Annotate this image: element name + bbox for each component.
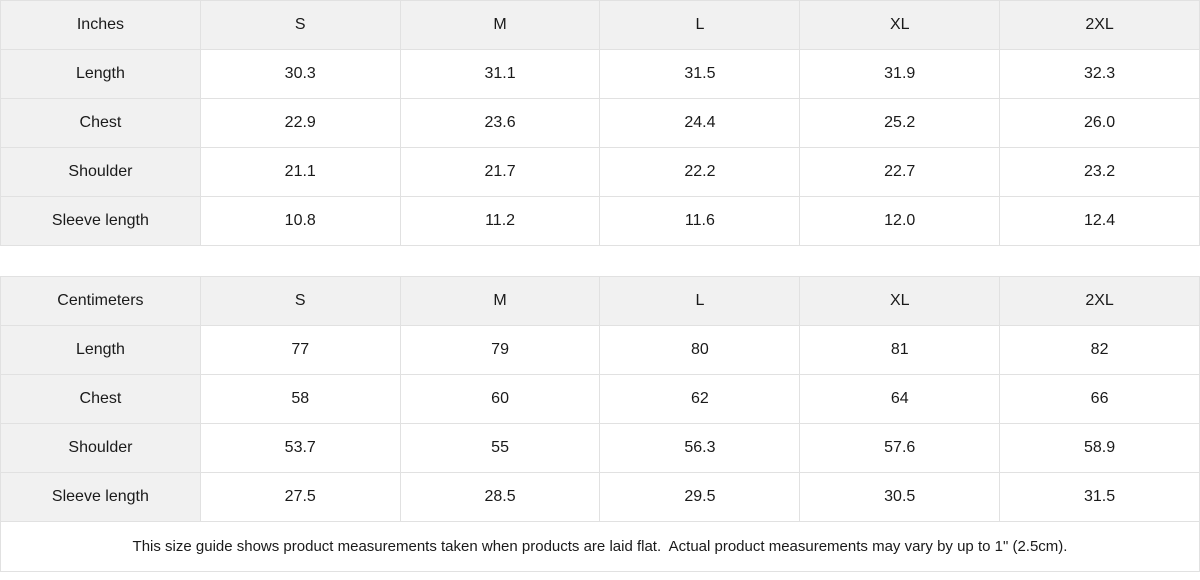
row-label: Shoulder xyxy=(0,147,201,197)
table-row: Sleeve length 27.5 28.5 29.5 30.5 31.5 xyxy=(0,472,1200,522)
size-value-cell: 77 xyxy=(199,325,401,375)
size-value-cell: 32.3 xyxy=(999,49,1200,99)
size-value-cell: 10.8 xyxy=(199,196,401,246)
size-column-header: XL xyxy=(799,0,1001,50)
size-table-header: Inches S M L XL 2XL xyxy=(0,0,1200,50)
unit-header: Centimeters xyxy=(0,276,201,326)
size-value-cell: 30.3 xyxy=(199,49,401,99)
size-value-cell: 60 xyxy=(399,374,601,424)
size-value-cell: 31.5 xyxy=(999,472,1200,522)
row-label: Chest xyxy=(0,98,201,148)
size-column-header: XL xyxy=(799,276,1001,326)
size-table-body: Length 30.3 31.1 31.5 31.9 32.3 Chest 22.9 23.6 2… xyxy=(0,49,1200,246)
table-row: Length 77 79 80 81 82 xyxy=(0,325,1200,375)
row-label: Length xyxy=(0,325,201,375)
size-value-cell: 64 xyxy=(799,374,1001,424)
table-row: Chest 22.9 23.6 24.4 25.2 26.0 xyxy=(0,98,1200,148)
size-value-cell: 21.7 xyxy=(399,147,601,197)
size-value-cell: 25.2 xyxy=(799,98,1001,148)
size-table-centimeters: Centimeters S M L XL 2XL Length 77 79 80 81 82 Ches… xyxy=(0,276,1200,522)
size-value-cell: 21.1 xyxy=(199,147,401,197)
size-value-cell: 82 xyxy=(999,325,1200,375)
table-row: Sleeve length 10.8 11.2 11.6 12.0 12.4 xyxy=(0,196,1200,246)
size-value-cell: 57.6 xyxy=(799,423,1001,473)
size-value-cell: 22.9 xyxy=(199,98,401,148)
row-label: Sleeve length xyxy=(0,196,201,246)
size-value-cell: 31.1 xyxy=(399,49,601,99)
table-gap xyxy=(0,246,1200,276)
size-value-cell: 12.0 xyxy=(799,196,1001,246)
size-value-cell: 23.6 xyxy=(399,98,601,148)
size-value-cell: 62 xyxy=(599,374,801,424)
size-value-cell: 30.5 xyxy=(799,472,1001,522)
size-value-cell: 31.9 xyxy=(799,49,1001,99)
size-value-cell: 29.5 xyxy=(599,472,801,522)
header-row: Centimeters S M L XL 2XL xyxy=(0,276,1200,326)
size-value-cell: 66 xyxy=(999,374,1200,424)
size-value-cell: 53.7 xyxy=(199,423,401,473)
size-column-header: S xyxy=(199,276,401,326)
size-column-header: L xyxy=(599,276,801,326)
size-value-cell: 11.6 xyxy=(599,196,801,246)
size-column-header: 2XL xyxy=(999,0,1200,50)
size-value-cell: 58.9 xyxy=(999,423,1200,473)
size-value-cell: 79 xyxy=(399,325,601,375)
size-value-cell: 55 xyxy=(399,423,601,473)
size-value-cell: 26.0 xyxy=(999,98,1200,148)
size-value-cell: 22.7 xyxy=(799,147,1001,197)
table-row: Length 30.3 31.1 31.5 31.9 32.3 xyxy=(0,49,1200,99)
size-value-cell: 24.4 xyxy=(599,98,801,148)
size-column-header: M xyxy=(399,0,601,50)
row-label: Length xyxy=(0,49,201,99)
size-value-cell: 31.5 xyxy=(599,49,801,99)
size-value-cell: 27.5 xyxy=(199,472,401,522)
size-value-cell: 11.2 xyxy=(399,196,601,246)
unit-header: Inches xyxy=(0,0,201,50)
size-table-inches: Inches S M L XL 2XL Length 30.3 31.1 31.5 31.9 32.… xyxy=(0,0,1200,246)
size-value-cell: 23.2 xyxy=(999,147,1200,197)
table-row: Shoulder 21.1 21.7 22.2 22.7 23.2 xyxy=(0,147,1200,197)
header-row: Inches S M L XL 2XL xyxy=(0,0,1200,50)
size-table-body: Length 77 79 80 81 82 Chest 58 60 62 64 66 Shoulder 5… xyxy=(0,325,1200,522)
size-value-cell: 28.5 xyxy=(399,472,601,522)
row-label: Shoulder xyxy=(0,423,201,473)
table-row: Chest 58 60 62 64 66 xyxy=(0,374,1200,424)
size-column-header: 2XL xyxy=(999,276,1200,326)
size-column-header: M xyxy=(399,276,601,326)
size-value-cell: 58 xyxy=(199,374,401,424)
size-value-cell: 56.3 xyxy=(599,423,801,473)
size-value-cell: 12.4 xyxy=(999,196,1200,246)
size-column-header: L xyxy=(599,0,801,50)
row-label: Chest xyxy=(0,374,201,424)
size-value-cell: 80 xyxy=(599,325,801,375)
size-value-cell: 22.2 xyxy=(599,147,801,197)
size-table-header: Centimeters S M L XL 2XL xyxy=(0,276,1200,326)
size-value-cell: 81 xyxy=(799,325,1001,375)
row-label: Sleeve length xyxy=(0,472,201,522)
size-column-header: S xyxy=(199,0,401,50)
table-row: Shoulder 53.7 55 56.3 57.6 58.9 xyxy=(0,423,1200,473)
size-guide-note: This size guide shows product measuremen… xyxy=(0,522,1200,572)
